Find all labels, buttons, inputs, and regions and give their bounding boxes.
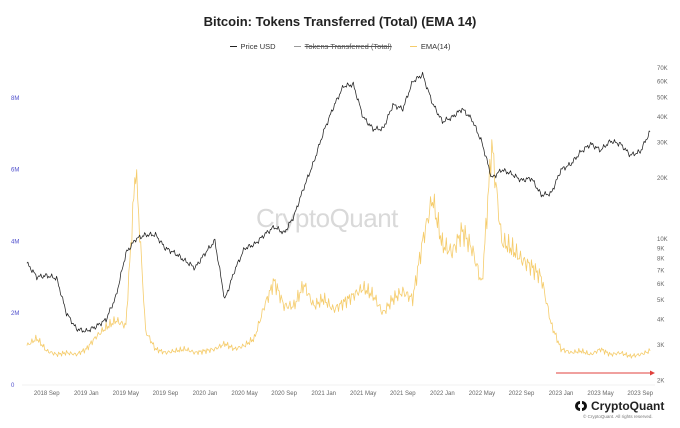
y-right-tick-label: 30K (657, 141, 668, 147)
x-tick-label: 2018 Sep (34, 391, 60, 397)
y-right-tick-label: 9K (657, 246, 664, 252)
series-price-usd-line (26, 71, 651, 333)
legend-label-ema: EMA(14) (420, 41, 451, 51)
y-left-tick-label: 6M (11, 168, 19, 174)
x-tick-label: 2023 May (587, 391, 613, 397)
y-left-tick-label: 8M (11, 96, 19, 102)
y-right-tick-label: 2K (657, 378, 664, 384)
y-left-tick-label: 4M (11, 239, 19, 245)
legend-label-price: Price USD (240, 41, 276, 51)
series-layer (26, 71, 651, 359)
legend-label-tokens-transferred: Tokens Transferred (Total) (304, 41, 392, 51)
cryptoquant-logo-icon (575, 401, 587, 411)
x-tick-label: 2020 May (231, 391, 257, 397)
y-right-tick-label: 8K (657, 257, 664, 263)
x-tick-label: 2021 Jan (311, 391, 336, 397)
x-tick-label: 2019 Sep (153, 391, 179, 397)
watermark: CryptoQuant (256, 203, 398, 233)
x-tick-label: 2022 Sep (509, 391, 535, 397)
series-ema14-line (26, 139, 651, 359)
red-arrow-annotation (556, 370, 655, 376)
x-axis: 2018 Sep 2019 Jan 2019 May 2019 Sep 2020 Jan… (34, 391, 654, 397)
legend-swatch-price (229, 45, 237, 47)
y-right-tick-label: 10K (657, 237, 668, 243)
y-left-axis: 0 2M 4M 6M 8M (11, 96, 19, 389)
x-tick-label: 2023 Jan (549, 391, 574, 397)
legend-item-ema[interactable]: EMA(14) (409, 41, 451, 51)
x-tick-label: 2020 Jan (193, 391, 218, 397)
legend-swatch-ema (409, 45, 417, 47)
y-right-tick-label: 3K (657, 343, 664, 349)
y-right-tick-label: 70K (657, 66, 668, 72)
red-arrow-head (650, 370, 655, 376)
chart-title: Bitcoin: Tokens Transferred (Total) (EMA… (203, 14, 477, 29)
y-left-tick-label: 0 (11, 383, 15, 389)
y-right-tick-label: 20K (657, 176, 668, 182)
x-tick-label: 2021 May (350, 391, 376, 397)
brand-name: CryptoQuant (591, 399, 665, 413)
y-right-axis: 2K 3K 4K 5K 6K 7K 8K 9K 10K 20K 30K 40K 50K 60K 70K (657, 66, 668, 384)
y-left-tick-label: 2M (11, 311, 19, 317)
y-right-tick-label: 50K (657, 96, 668, 102)
legend-item-tokens-transferred[interactable]: Tokens Transferred (Total) (293, 41, 392, 51)
y-right-tick-label: 4K (657, 318, 664, 324)
y-right-tick-label: 60K (657, 80, 668, 86)
legend-item-price[interactable]: Price USD (229, 41, 276, 51)
x-tick-label: 2019 May (113, 391, 139, 397)
x-tick-label: 2019 Jan (74, 391, 99, 397)
copyright-text: © CryptoQuant. All rights reserved. (583, 414, 653, 419)
x-tick-label: 2022 Jan (430, 391, 455, 397)
x-tick-label: 2023 Sep (627, 391, 653, 397)
x-tick-label: 2021 Sep (390, 391, 416, 397)
y-right-tick-label: 7K (657, 268, 664, 274)
y-right-tick-label: 40K (657, 115, 668, 121)
x-tick-label: 2020 Sep (271, 391, 297, 397)
legend: Price USD Tokens Transferred (Total) EMA… (0, 40, 680, 51)
y-right-tick-label: 5K (657, 298, 664, 304)
y-right-tick-label: 6K (657, 282, 664, 288)
brand-logo: CryptoQuant (574, 399, 664, 413)
x-tick-label: 2022 May (469, 391, 495, 397)
legend-swatch-tokens-transferred (293, 45, 301, 47)
